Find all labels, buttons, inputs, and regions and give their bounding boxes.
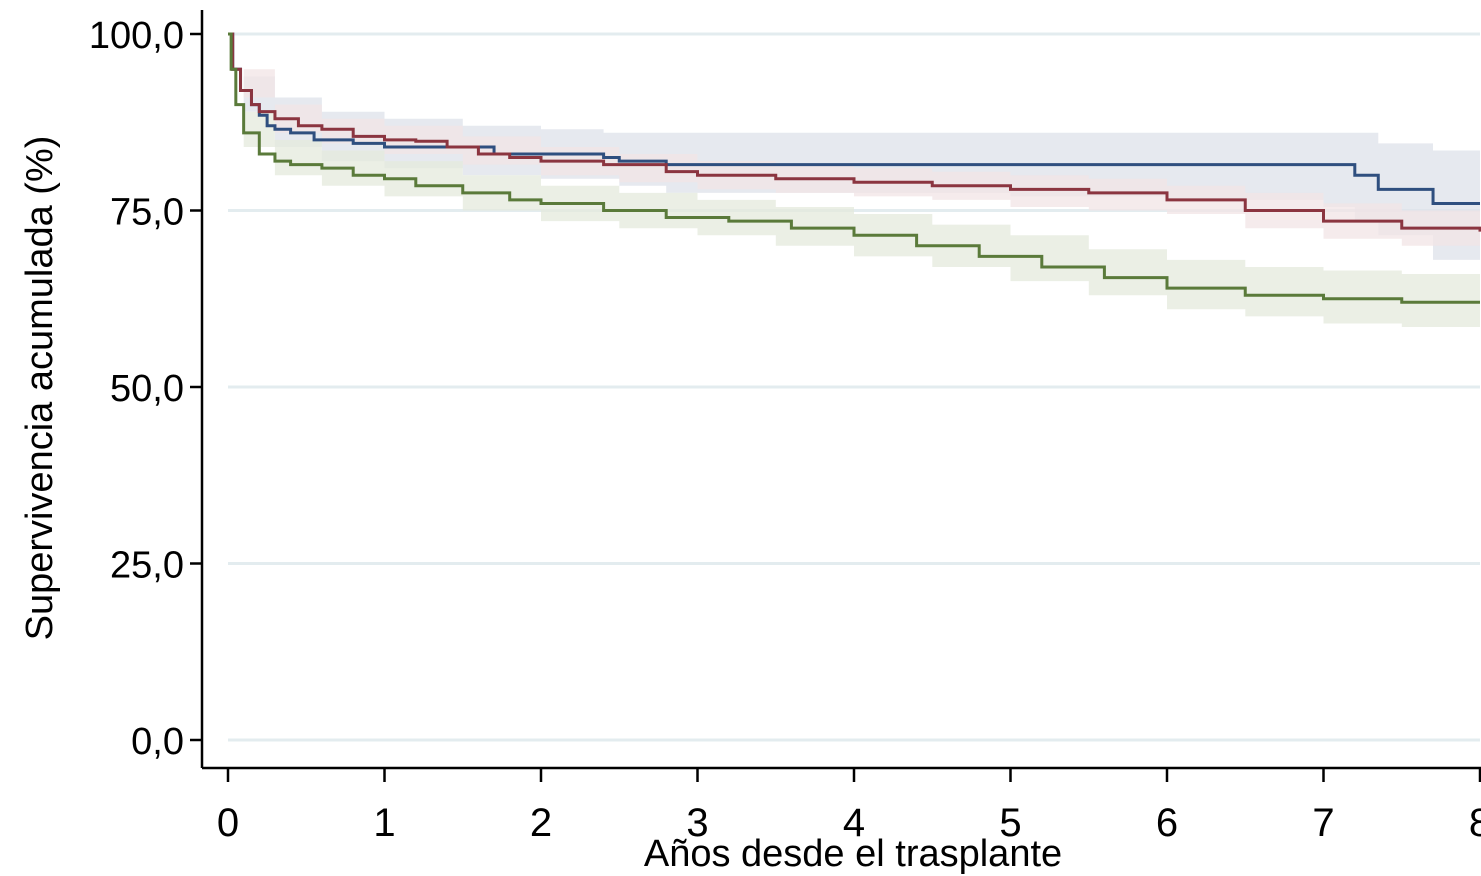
x-tick-label: 0 <box>217 801 239 845</box>
x-tick-label: 4 <box>843 801 865 845</box>
x-axis-title: Años desde el trasplante <box>644 833 1062 875</box>
x-tick-label: 5 <box>999 801 1021 845</box>
y-axis-title: Supervivencia acumulada (%) <box>19 136 61 641</box>
survival-curve-2 <box>228 32 1481 232</box>
x-tick-label: 7 <box>1312 801 1334 845</box>
x-tick-label: 2 <box>530 801 552 845</box>
axes: 0,0 25,0 50,0 75,0 100,0 0 1 2 3 4 5 6 7 8 <box>89 10 1481 845</box>
x-tick-label: 6 <box>1156 801 1178 845</box>
survival-curve-3 <box>228 32 1480 304</box>
confidence-band-1 <box>228 34 1480 260</box>
y-tick-label: 100,0 <box>89 15 184 57</box>
x-tick-label: 1 <box>373 801 395 845</box>
y-tick-label: 25,0 <box>110 545 184 587</box>
survival-curves <box>228 32 1481 304</box>
x-tick-label: 8 <box>1469 801 1481 845</box>
y-tick-label: 75,0 <box>110 192 184 234</box>
y-tick-label: 0,0 <box>131 721 184 763</box>
y-tick-label: 50,0 <box>110 368 184 410</box>
x-tick-label: 3 <box>686 801 708 845</box>
confidence-band-3 <box>228 34 1480 331</box>
